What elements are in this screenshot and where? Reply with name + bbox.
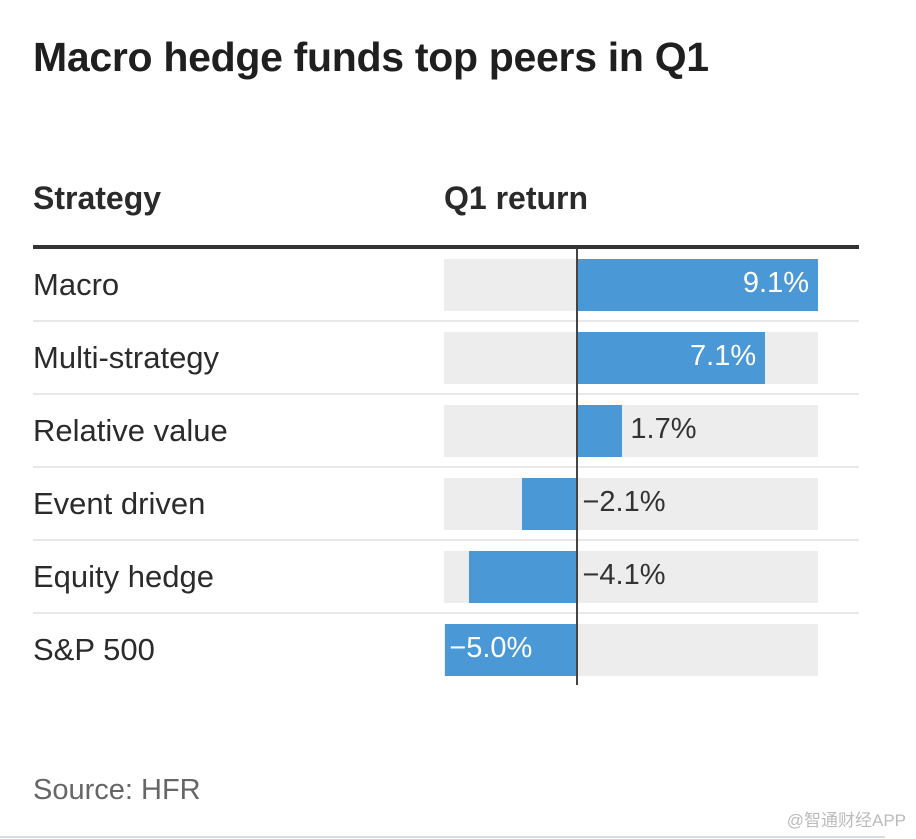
category-label: Relative value: [33, 413, 228, 448]
bar: [469, 551, 578, 603]
watermark: @智通财经APP: [786, 811, 906, 830]
bar: [577, 405, 623, 457]
bar-track: [444, 478, 818, 530]
table-row: Macro 9.1%: [33, 249, 859, 322]
header-divider: [33, 245, 859, 249]
bar: [577, 332, 766, 384]
table-row: Event driven −2.1%: [33, 468, 859, 541]
table-row: Multi-strategy 7.1%: [33, 322, 859, 395]
value-label: 7.1%: [690, 340, 757, 372]
table-row: S&P 500 −5.0%: [33, 614, 859, 687]
zero-axis: [576, 249, 578, 685]
bar: [577, 259, 818, 311]
category-label: S&P 500: [33, 632, 155, 667]
column-header-q1-return: Q1 return: [444, 180, 589, 216]
bar: [521, 478, 578, 530]
source-note: Source: HFR: [33, 774, 201, 806]
row-divider: [33, 539, 859, 541]
value-label: 9.1%: [742, 267, 809, 299]
category-label: Event driven: [33, 486, 206, 521]
category-label: Multi-strategy: [33, 340, 220, 375]
category-label: Macro: [33, 267, 120, 302]
table-row: Equity hedge −4.1%: [33, 541, 859, 614]
bar-track: [444, 405, 818, 457]
chart-title: Macro hedge funds top peers in Q1: [33, 34, 709, 80]
bar: [445, 624, 578, 676]
category-label: Equity hedge: [33, 559, 214, 594]
value-label: 1.7%: [630, 413, 697, 445]
row-divider: [33, 612, 859, 614]
row-divider: [33, 466, 859, 468]
row-divider: [33, 393, 859, 395]
value-label: −4.1%: [582, 559, 666, 591]
value-label: −5.0%: [449, 632, 533, 664]
bottom-divider: [0, 836, 885, 838]
row-divider: [33, 320, 859, 322]
column-header-strategy: Strategy: [33, 180, 162, 216]
table-row: Relative value 1.7%: [33, 395, 859, 468]
value-label: −2.1%: [582, 486, 666, 518]
